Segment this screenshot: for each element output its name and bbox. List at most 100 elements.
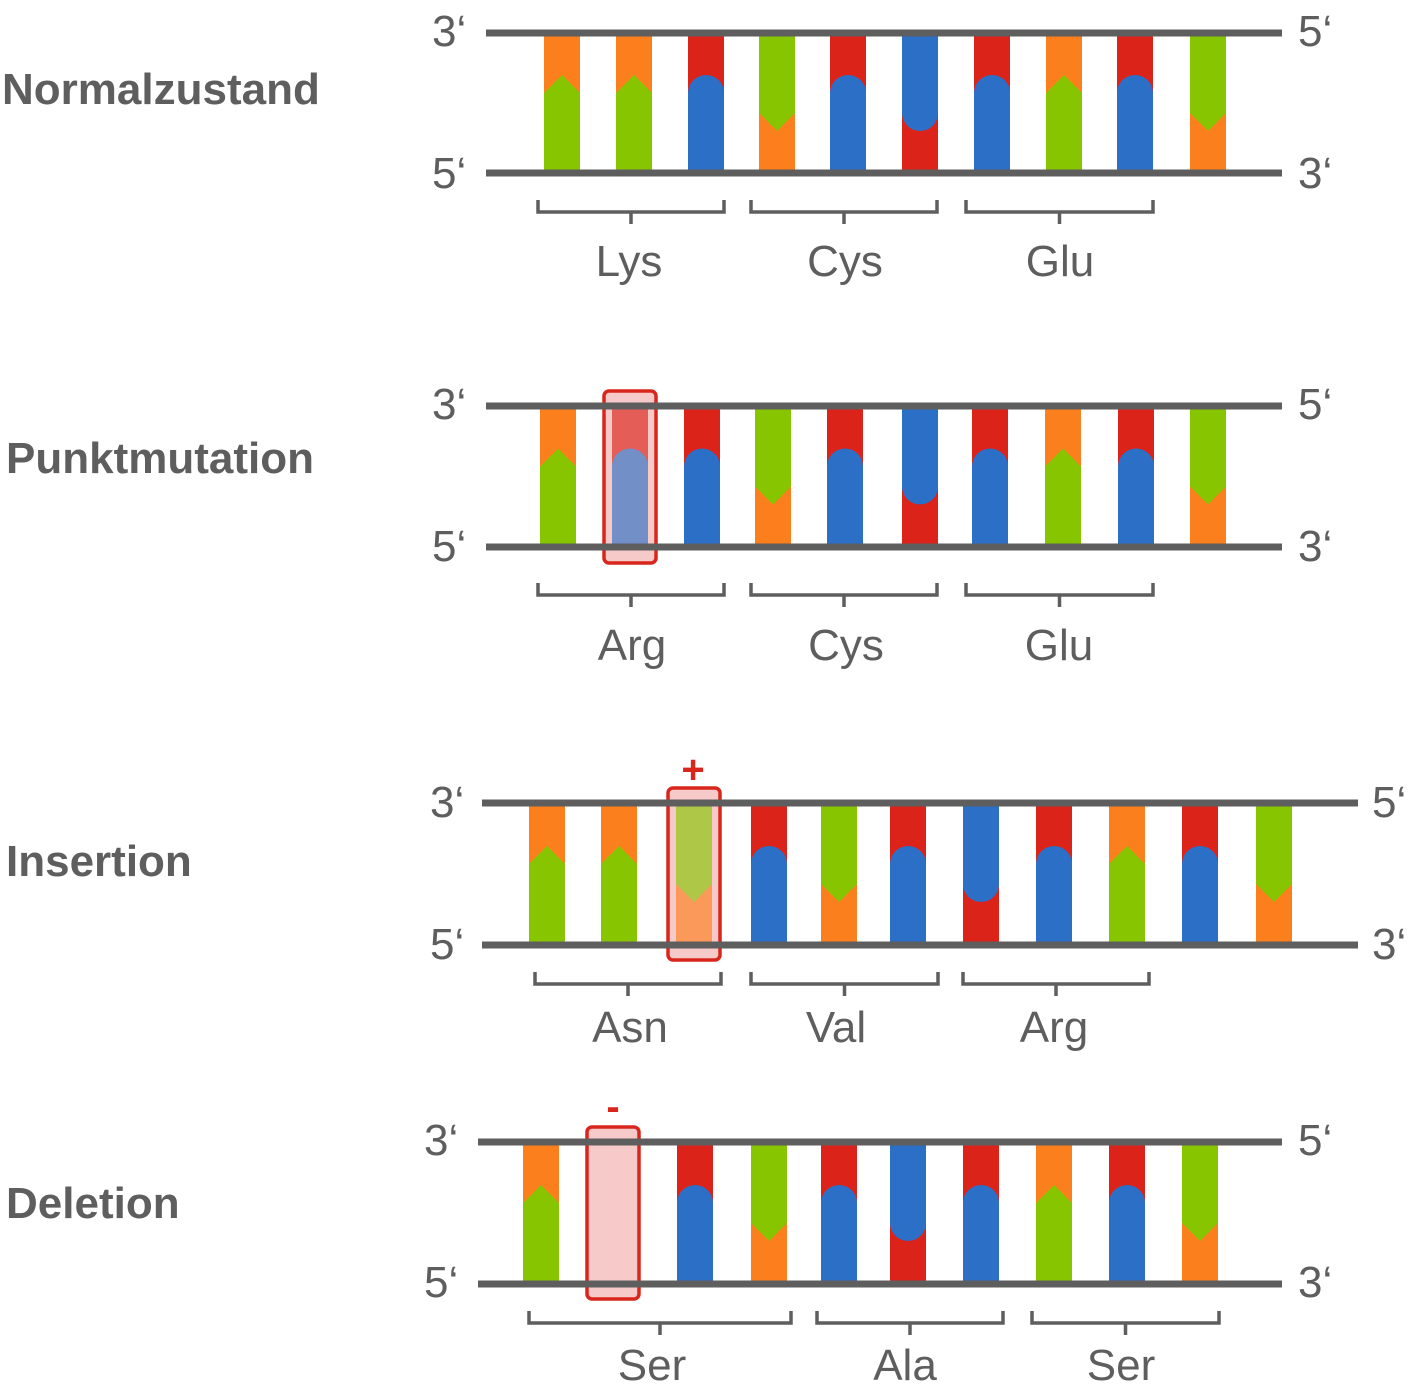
deletion-minus-sign: - [606,1085,619,1129]
base-pair [974,33,1010,173]
guanine-base [684,448,720,547]
highlight-box [666,786,722,962]
base-pair [677,1142,713,1284]
base-pair [540,406,576,547]
guanine-base [1118,448,1154,547]
guanine-base [890,846,926,945]
base-pair [688,33,724,173]
mutation-highlight [587,1127,639,1299]
base-pairs [529,803,1292,945]
base-pair [616,33,652,173]
codon-brackets [536,583,1155,607]
base-pair [1045,406,1081,547]
adenine-base [1036,1185,1072,1284]
adenine-base [1190,33,1226,131]
guanine-base [827,448,863,547]
insertion-plus-sign: + [681,748,704,792]
base-pair [1190,33,1226,173]
codon-bracket [536,200,726,224]
base-pair [821,803,857,945]
guanine-base [677,1185,713,1284]
guanine-base [972,448,1008,547]
highlight-fill [587,1127,639,1299]
guanine-base [612,448,648,547]
strand-end-label: 5‘ [424,1258,458,1307]
base-pair [963,803,999,945]
row-deletion: Deletion 3‘ 5‘ 5‘ 3‘ - Ser Ala Ser [6,1085,1332,1390]
adenine-base [1256,803,1292,902]
mutation-highlight-frame [666,786,722,962]
codon-bracket [527,1311,793,1335]
strand-end-label: 5‘ [432,149,466,198]
base-pairs [544,33,1226,173]
base-pair [1117,33,1153,173]
strand-end-label: 3‘ [432,7,466,56]
codon-brackets [536,200,1155,224]
adenine-base [616,75,652,173]
codon-brackets [527,1311,1221,1335]
guanine-base [902,33,938,131]
strand-end-label: 3‘ [1298,522,1332,571]
strand-end-label: 3‘ [432,380,466,429]
amino-acid-label: Glu [1026,237,1094,286]
row-label: Insertion [6,837,192,886]
mutation-highlight-frame [585,1125,641,1301]
guanine-base [1182,846,1218,945]
row-insertion: Insertion 3‘ 5‘ 5‘ 3‘ + Asn Val Arg [6,748,1406,1052]
adenine-base [751,1142,787,1241]
guanine-base [821,1185,857,1284]
amino-acid-label: Ala [873,1341,937,1390]
base-pair [1190,406,1226,547]
strand-end-label: 5‘ [1298,7,1332,56]
strand-end-label: 5‘ [1298,380,1332,429]
base-pair [755,406,791,547]
adenine-base [1109,846,1145,945]
base-pair [890,803,926,945]
amino-acid-label: Cys [808,621,884,670]
guanine-base [1036,846,1072,945]
base-pair [1109,1142,1145,1284]
base-pair [529,803,565,945]
base-pair [963,1142,999,1284]
adenine-base [676,803,712,902]
adenine-base [1182,1142,1218,1241]
amino-acid-label: Arg [598,621,666,670]
base-pair [523,1142,559,1284]
base-pair [684,406,720,547]
guanine-base [688,75,724,173]
guanine-base [890,1142,926,1241]
codon-bracket [815,1311,1005,1335]
codon-bracket [749,583,939,607]
base-pair [1256,803,1292,945]
strand-end-label: 3‘ [424,1116,458,1165]
guanine-base [963,1185,999,1284]
adenine-base [755,406,791,505]
amino-acid-label: Arg [1020,1003,1088,1052]
amino-acid-label: Ser [1087,1341,1155,1390]
adenine-base [540,448,576,547]
adenine-base [759,33,795,131]
guanine-base [963,803,999,902]
codon-bracket [536,583,726,607]
base-pair [1036,1142,1072,1284]
adenine-base [1190,406,1226,505]
base-pair [1109,803,1145,945]
mutation-highlight-frame [602,389,658,565]
guanine-base [751,846,787,945]
base-pairs [540,406,1226,547]
amino-acid-label: Glu [1025,621,1093,670]
codon-bracket [749,972,940,996]
base-pairs [523,1142,1218,1284]
codon-brackets [533,972,1151,996]
adenine-base [523,1185,559,1284]
adenine-base [1046,75,1082,173]
base-pair [830,33,866,173]
row-label: Deletion [6,1179,180,1228]
base-pair [902,406,938,547]
row-normalzustand: Normalzustand 3‘ 5‘ 5‘ 3‘ Lys Cys Glu [2,7,1332,286]
highlight-box [585,1125,641,1301]
adenine-base [821,803,857,902]
guanine-base [902,406,938,505]
row-punktmutation: Punktmutation 3‘ 5‘ 5‘ 3‘ Arg Cys Glu [6,380,1332,670]
